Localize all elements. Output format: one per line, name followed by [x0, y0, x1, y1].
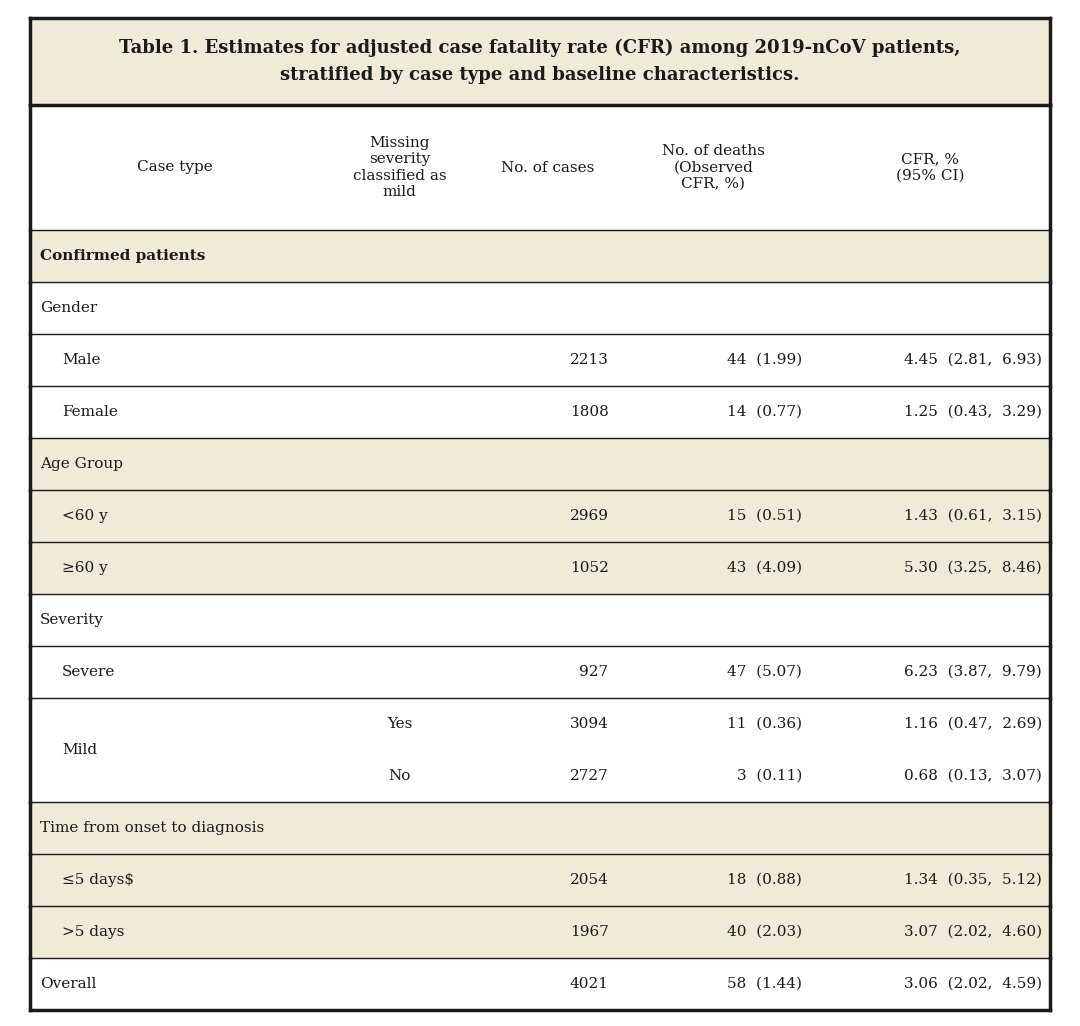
Bar	[30, 854, 1050, 906]
Text: Age Group: Age Group	[40, 457, 123, 471]
Text: ≤5 days$: ≤5 days$	[62, 873, 134, 887]
Text: 15  (0.51): 15 (0.51)	[727, 509, 802, 523]
Text: ≥60 y: ≥60 y	[62, 561, 108, 575]
Text: 40  (2.03): 40 (2.03)	[727, 925, 802, 939]
Bar	[30, 105, 1050, 230]
Text: 5.30  (3.25,  8.46): 5.30 (3.25, 8.46)	[904, 561, 1042, 575]
Text: 2213: 2213	[569, 353, 608, 367]
Text: stratified by case type and baseline characteristics.: stratified by case type and baseline cha…	[280, 67, 800, 84]
Text: 2727: 2727	[570, 770, 608, 783]
Bar	[30, 490, 1050, 542]
Text: Yes: Yes	[387, 717, 413, 731]
Text: CFR, %
(95% CI): CFR, % (95% CI)	[896, 153, 964, 183]
Text: 1967: 1967	[569, 925, 608, 939]
Text: Mild: Mild	[62, 743, 97, 757]
Text: Table 1. Estimates for adjusted case fatality rate (CFR) among 2019-nCoV patient: Table 1. Estimates for adjusted case fat…	[119, 38, 961, 56]
Text: No. of cases: No. of cases	[501, 160, 594, 174]
Bar	[30, 438, 1050, 490]
Text: 4021: 4021	[569, 977, 608, 991]
Text: 47  (5.07): 47 (5.07)	[728, 665, 802, 679]
Text: 1.34  (0.35,  5.12): 1.34 (0.35, 5.12)	[904, 873, 1042, 887]
Bar	[30, 386, 1050, 438]
Text: 44  (1.99): 44 (1.99)	[727, 353, 802, 367]
Text: <60 y: <60 y	[62, 509, 108, 523]
Text: 2969: 2969	[569, 509, 608, 523]
Text: 1.16  (0.47,  2.69): 1.16 (0.47, 2.69)	[904, 717, 1042, 731]
Bar	[30, 646, 1050, 698]
Text: 3.07  (2.02,  4.60): 3.07 (2.02, 4.60)	[904, 925, 1042, 939]
Text: No. of deaths
(Observed
CFR, %): No. of deaths (Observed CFR, %)	[662, 145, 765, 191]
Bar	[30, 906, 1050, 958]
Text: Severe: Severe	[62, 665, 116, 679]
Bar	[30, 18, 1050, 105]
Text: No: No	[389, 770, 410, 783]
Text: Male: Male	[62, 353, 100, 367]
Text: Overall: Overall	[40, 977, 96, 991]
Text: 3  (0.11): 3 (0.11)	[737, 770, 802, 783]
Text: Female: Female	[62, 405, 118, 419]
Text: 1052: 1052	[569, 561, 608, 575]
Text: 11  (0.36): 11 (0.36)	[727, 717, 802, 731]
Text: 6.23  (3.87,  9.79): 6.23 (3.87, 9.79)	[904, 665, 1042, 679]
Text: 0.68  (0.13,  3.07): 0.68 (0.13, 3.07)	[904, 770, 1042, 783]
Bar	[30, 230, 1050, 282]
Text: Case type: Case type	[137, 160, 213, 174]
Bar	[30, 334, 1050, 386]
Text: 3.06  (2.02,  4.59): 3.06 (2.02, 4.59)	[904, 977, 1042, 991]
Text: 18  (0.88): 18 (0.88)	[728, 873, 802, 887]
Bar	[30, 802, 1050, 854]
Text: 3094: 3094	[569, 717, 608, 731]
Text: Severity: Severity	[40, 613, 104, 627]
Text: 927: 927	[579, 665, 608, 679]
Bar	[30, 282, 1050, 334]
Bar	[30, 594, 1050, 646]
Text: >5 days: >5 days	[62, 925, 124, 939]
Bar	[30, 698, 1050, 802]
Text: Gender: Gender	[40, 301, 97, 315]
Text: Confirmed patients: Confirmed patients	[40, 249, 205, 263]
Bar	[30, 542, 1050, 594]
Text: 4.45  (2.81,  6.93): 4.45 (2.81, 6.93)	[904, 353, 1042, 367]
Text: 1.43  (0.61,  3.15): 1.43 (0.61, 3.15)	[904, 509, 1042, 523]
Text: 2054: 2054	[569, 873, 608, 887]
Bar	[30, 958, 1050, 1010]
Text: Time from onset to diagnosis: Time from onset to diagnosis	[40, 821, 265, 835]
Text: 14  (0.77): 14 (0.77)	[727, 405, 802, 419]
Text: 58  (1.44): 58 (1.44)	[727, 977, 802, 991]
Text: 43  (4.09): 43 (4.09)	[727, 561, 802, 575]
Text: 1.25  (0.43,  3.29): 1.25 (0.43, 3.29)	[904, 405, 1042, 419]
Text: Missing
severity
classified as
mild: Missing severity classified as mild	[353, 136, 446, 199]
Text: 1808: 1808	[570, 405, 608, 419]
